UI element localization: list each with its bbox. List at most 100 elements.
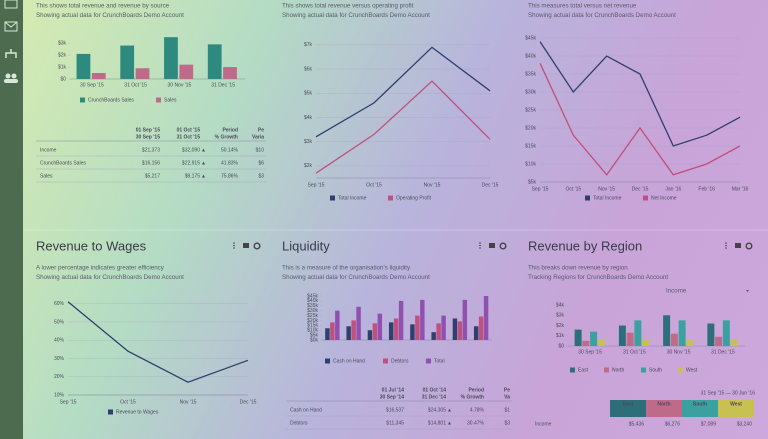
- panel-title: Revenue to Wages: [36, 238, 147, 253]
- bar: [372, 323, 378, 340]
- panel-subtitle: Showing actual data for CrunchBoards Dem…: [36, 12, 184, 19]
- y-tick-label: $25k: [525, 107, 536, 113]
- print-icon[interactable]: [243, 243, 249, 248]
- y-tick-label: $4k: [556, 302, 565, 308]
- table-header: 01 Sep '15: [136, 127, 160, 133]
- bar: [330, 322, 335, 340]
- legend-label: North: [612, 367, 624, 373]
- x-tick-label: 31 Dec '15: [211, 82, 235, 88]
- region-header-label: South: [693, 401, 707, 407]
- dropdown-caret: [746, 290, 749, 292]
- x-tick-label: 31 Dec '15: [711, 349, 735, 355]
- y-tick-label: 60%: [54, 301, 65, 307]
- line-series: [539, 41, 741, 147]
- menu-icon-dot: [479, 247, 481, 249]
- table-cell: $14,801: [428, 420, 446, 426]
- y-tick-label: $6k: [304, 66, 313, 72]
- y-tick-label: $20k: [525, 125, 536, 131]
- region-header: [646, 400, 682, 417]
- region-cell: $3,240: [737, 421, 753, 427]
- bar: [678, 320, 686, 346]
- settings-icon[interactable]: [745, 242, 753, 250]
- y-tick-label: $15k: [307, 323, 318, 329]
- y-tick-label: $3k: [58, 40, 67, 46]
- x-tick-label: Feb '16: [698, 186, 715, 192]
- users-icon-body: [4, 79, 18, 83]
- mail-icon[interactable]: [4, 21, 18, 32]
- users-icon[interactable]: [5, 73, 11, 79]
- table-cell: ▲: [447, 407, 452, 413]
- y-tick-label: $25k: [307, 313, 318, 319]
- bar: [590, 331, 598, 346]
- panel-subtitle: This shows total revenue versus operatin…: [282, 3, 414, 10]
- line-series: [315, 80, 491, 174]
- bar: [582, 340, 590, 346]
- dropdown[interactable]: Income: [666, 288, 687, 295]
- y-tick-label: $4k: [304, 115, 313, 121]
- menu-icon-dot[interactable]: [725, 242, 727, 244]
- legend-label: South: [649, 367, 662, 373]
- table-header: 01 Oct '14: [423, 387, 447, 393]
- org-icon[interactable]: [5, 49, 17, 58]
- table-cell: 4.78%: [470, 407, 485, 413]
- menu-icon-dot: [725, 244, 727, 247]
- bar: [164, 37, 178, 79]
- x-tick-label: Jan '16: [665, 186, 681, 192]
- legend-label: Operating Profit: [396, 195, 432, 201]
- y-tick-label: $30k: [525, 89, 536, 95]
- y-tick-label: $40k: [307, 298, 318, 304]
- sidebar: [0, 0, 23, 439]
- legend-swatch: [383, 358, 388, 364]
- legend-label: Debtors: [391, 358, 409, 364]
- x-tick-label: Nov '15: [424, 182, 441, 188]
- bar: [574, 329, 582, 346]
- settings-icon[interactable]: [499, 242, 507, 250]
- x-tick-label: 30 Sep '15: [80, 82, 104, 88]
- bar: [618, 325, 626, 346]
- legend-label: CrunchBoards Sales: [88, 97, 134, 103]
- y-tick-label: 30%: [54, 356, 65, 362]
- x-tick-label: Sep '15: [308, 182, 325, 188]
- print-icon[interactable]: [735, 243, 741, 248]
- panel-subtitle: Showing actual data for CrunchBoards Dem…: [282, 12, 430, 19]
- y-tick-label: $15k: [525, 143, 536, 149]
- table-cell: $22,915: [182, 160, 200, 166]
- menu-icon-dot[interactable]: [233, 242, 235, 244]
- x-tick-label: Sep '15: [60, 399, 77, 405]
- menu-icon-dot[interactable]: [479, 242, 481, 244]
- table-header: Varia: [252, 134, 264, 140]
- settings-icon[interactable]: [253, 242, 261, 250]
- bar: [367, 330, 373, 340]
- y-tick-label: $0: [60, 76, 66, 82]
- bar: [462, 299, 468, 340]
- table-cell: $9,175: [185, 173, 201, 179]
- bar: [478, 316, 484, 340]
- y-tick-label: $2k: [304, 163, 313, 169]
- legend-swatch: [108, 409, 113, 415]
- x-tick-label: 31 Oct '15: [124, 82, 147, 88]
- y-tick-label: $0k: [310, 337, 319, 343]
- region-header: [682, 400, 718, 417]
- legend-swatch: [325, 358, 330, 364]
- grid-icon[interactable]: [4, 0, 18, 9]
- panel-subtitle: This is a measure of the organisation's …: [282, 265, 411, 272]
- table-header: Period: [222, 127, 238, 133]
- bar: [346, 326, 351, 340]
- bar: [441, 315, 446, 340]
- table-cell: 30.47%: [467, 420, 485, 426]
- bar: [223, 67, 237, 79]
- bar: [663, 315, 671, 346]
- y-tick-label: 10%: [54, 392, 65, 398]
- table-header: 01 Oct '15: [177, 127, 201, 133]
- x-tick-label: 31 Oct '15: [623, 349, 646, 355]
- region-cell: $5,436: [629, 421, 645, 427]
- legend-label: East: [578, 367, 589, 373]
- y-tick-label: $1k: [556, 333, 565, 339]
- y-tick-label: $35k: [307, 303, 318, 309]
- y-tick-label: $10k: [307, 328, 318, 334]
- region-header: [610, 400, 646, 417]
- table-header: 31 Oct '15: [177, 134, 201, 140]
- panel-subtitle: Tracking Regions for CrunchBoards Demo A…: [528, 274, 668, 281]
- print-icon[interactable]: [489, 243, 495, 248]
- table-header: % Growth: [215, 134, 238, 140]
